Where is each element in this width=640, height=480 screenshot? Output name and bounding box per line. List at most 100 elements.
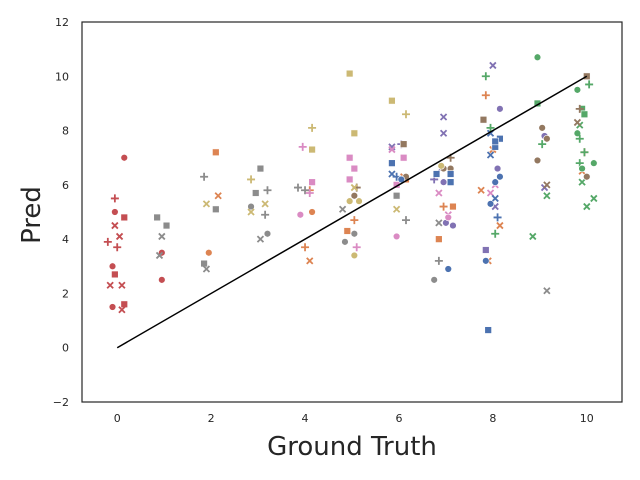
- data-point-plus: [481, 91, 490, 100]
- y-tick-label: 6: [62, 179, 69, 192]
- data-point-plus: [301, 243, 310, 252]
- data-point-cross: [111, 221, 119, 230]
- data-point-circle: [392, 232, 401, 241]
- data-point-cross: [261, 200, 269, 208]
- data-point-square: [388, 159, 396, 167]
- data-point-plus: [305, 189, 314, 197]
- y-tick-label: −2: [53, 396, 69, 409]
- data-point-plus: [538, 140, 547, 149]
- data-point-cross: [543, 192, 551, 200]
- data-point-circle: [493, 164, 502, 173]
- data-point-plus: [402, 110, 410, 119]
- data-point-plus: [585, 80, 594, 89]
- data-point-plus: [301, 186, 310, 195]
- data-point-cross: [578, 178, 586, 186]
- data-point-cross: [573, 118, 582, 127]
- data-point-plus: [491, 229, 500, 238]
- data-point-circle: [444, 213, 452, 222]
- data-point-plus: [103, 237, 112, 246]
- data-point-plus: [439, 202, 448, 211]
- data-point-plus: [298, 142, 307, 151]
- y-tick-label: 2: [62, 287, 69, 300]
- plot-frame: [81, 21, 623, 403]
- data-point-cross: [439, 113, 448, 121]
- y-axis-ticks: −2 0 2 4 6 8 10 12: [53, 16, 69, 409]
- data-point-cross: [486, 189, 495, 197]
- data-point-cross: [350, 183, 358, 192]
- data-point-plus: [352, 243, 361, 252]
- data-point-cross: [118, 281, 126, 289]
- data-point-plus: [247, 175, 256, 184]
- data-point-square: [350, 164, 359, 173]
- x-tick-label: 2: [208, 412, 215, 425]
- data-point-circle: [583, 173, 591, 181]
- data-point-square: [343, 227, 352, 235]
- data-point-circle: [108, 303, 117, 311]
- data-point-square: [252, 189, 260, 197]
- data-point-square: [484, 326, 492, 334]
- data-point-square: [212, 148, 220, 156]
- x-tick-label: 4: [302, 412, 309, 425]
- data-point-cross: [489, 61, 497, 70]
- data-point-circle: [496, 105, 504, 113]
- data-point-cross: [202, 200, 211, 208]
- data-point-plus: [263, 186, 272, 195]
- data-point-plus: [308, 123, 317, 132]
- data-point-circle: [350, 251, 359, 260]
- data-point-cross: [247, 208, 255, 216]
- data-point-cross: [529, 232, 537, 241]
- data-point-circle: [111, 208, 119, 216]
- data-point-plus: [261, 210, 270, 219]
- data-point-cross: [583, 202, 591, 211]
- data-point-circle: [158, 276, 166, 284]
- data-point-cross: [118, 306, 126, 314]
- data-point-circle: [439, 178, 448, 186]
- x-tick-label: 6: [395, 412, 402, 425]
- data-point-cross: [491, 194, 499, 203]
- data-point-plus: [481, 72, 490, 81]
- data-point-cross: [543, 287, 551, 295]
- data-point-circle: [482, 257, 490, 265]
- data-points: [103, 53, 598, 334]
- data-point-circle: [263, 230, 272, 238]
- data-point-cross: [439, 129, 448, 137]
- data-point-square: [392, 192, 401, 200]
- y-axis-label: Pred: [17, 186, 47, 244]
- data-point-circle: [449, 221, 457, 230]
- data-point-square: [432, 170, 441, 178]
- data-point-plus: [113, 243, 122, 252]
- data-point-square: [446, 178, 455, 186]
- data-point-cross: [388, 145, 396, 154]
- y-tick-label: 4: [62, 233, 69, 246]
- x-axis-ticks: 0 2 4 6 8 10: [114, 412, 594, 425]
- data-point-cross: [306, 257, 314, 265]
- data-point-square: [350, 129, 359, 137]
- data-point-square: [449, 202, 457, 211]
- data-point-cross: [388, 143, 396, 151]
- data-point-circle: [341, 238, 349, 246]
- data-point-cross: [435, 189, 443, 197]
- data-point-square: [345, 154, 354, 162]
- data-point-circle: [350, 192, 359, 200]
- data-point-circle: [538, 124, 546, 132]
- x-tick-label: 8: [489, 412, 496, 425]
- data-point-circle: [573, 86, 582, 94]
- data-point-cross: [435, 219, 443, 227]
- data-point-cross: [158, 232, 166, 241]
- data-point-square: [308, 145, 316, 154]
- data-point-circle: [444, 265, 452, 273]
- data-point-circle: [533, 53, 542, 61]
- data-point-square: [435, 235, 443, 243]
- data-point-circle: [578, 164, 586, 173]
- data-point-circle: [491, 178, 499, 186]
- data-point-cross: [496, 221, 504, 230]
- data-point-square: [120, 213, 128, 222]
- y-tick-label: 8: [62, 125, 69, 138]
- data-point-plus: [486, 123, 495, 132]
- data-point-circle: [108, 262, 117, 270]
- data-point-cross: [155, 251, 164, 260]
- data-point-cross: [486, 151, 495, 159]
- data-point-square: [212, 205, 220, 213]
- data-point-circle: [205, 249, 213, 257]
